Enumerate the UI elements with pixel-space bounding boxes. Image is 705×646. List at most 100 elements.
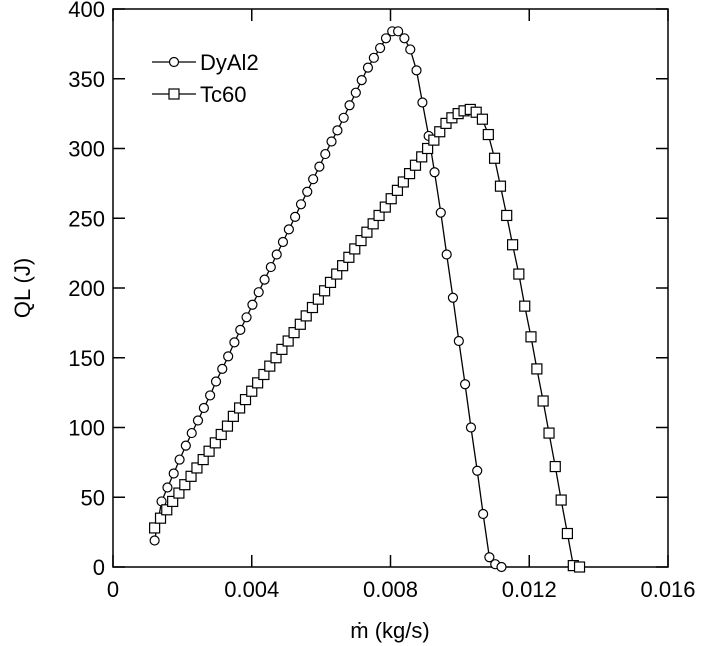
data-point — [331, 268, 343, 280]
data-point — [519, 300, 531, 312]
series-tc60 — [149, 103, 586, 573]
data-point — [312, 293, 324, 305]
data-point — [385, 193, 397, 205]
y-tick-label: 50 — [81, 485, 105, 510]
data-point — [174, 454, 185, 465]
data-point — [496, 561, 507, 573]
data-point — [380, 33, 392, 44]
data-point — [227, 410, 239, 422]
data-point — [332, 125, 343, 136]
data-point — [361, 226, 373, 238]
data-point — [210, 376, 222, 387]
data-point — [320, 148, 331, 160]
data-point — [149, 522, 161, 534]
data-point — [191, 462, 203, 474]
data-point — [173, 487, 185, 499]
data-point — [513, 268, 525, 280]
data-point — [264, 360, 276, 372]
data-point — [215, 428, 227, 441]
data-point — [247, 299, 258, 310]
data-point — [179, 479, 191, 491]
data-point — [393, 26, 404, 37]
data-point — [229, 337, 240, 348]
data-point — [205, 390, 216, 401]
data-point — [283, 224, 294, 235]
data-point — [239, 394, 252, 406]
series-line — [154, 108, 580, 568]
data-point — [338, 112, 349, 123]
data-point — [531, 363, 543, 375]
data-point — [300, 310, 312, 322]
data-point — [428, 134, 440, 146]
data-point — [482, 128, 494, 141]
data-point — [167, 495, 179, 508]
data-point — [154, 512, 167, 524]
x-tick-label: 0.016 — [640, 577, 695, 602]
data-point — [478, 508, 489, 520]
data-point — [318, 285, 331, 297]
data-point — [488, 152, 501, 164]
data-point — [192, 415, 204, 426]
data-point — [295, 199, 307, 210]
legend-marker — [168, 88, 180, 100]
data-point — [277, 236, 289, 248]
data-point — [435, 207, 446, 218]
data-point — [476, 113, 489, 125]
data-point — [434, 126, 446, 138]
data-point — [411, 65, 422, 76]
data-point — [234, 402, 246, 414]
x-axis-ticks: 0 0.004 0.008 0.012 0.016 — [107, 9, 696, 602]
data-point — [180, 440, 191, 451]
data-point — [308, 174, 319, 185]
data-point — [409, 159, 422, 171]
y-tick-label: 100 — [68, 416, 105, 441]
data-point — [362, 62, 374, 73]
data-point — [186, 427, 197, 439]
data-point — [397, 176, 409, 188]
data-point — [258, 368, 270, 381]
data-point — [416, 151, 428, 163]
data-point — [561, 527, 574, 540]
data-point — [549, 460, 561, 473]
data-point — [391, 184, 404, 196]
legend-label: Tc60 — [200, 82, 246, 107]
data-point — [223, 351, 234, 362]
data-point — [472, 465, 483, 476]
y-tick-label: 200 — [68, 276, 105, 301]
data-point — [573, 561, 586, 573]
data-point — [453, 335, 464, 347]
data-point — [217, 363, 228, 375]
data-point — [326, 136, 337, 147]
y-tick-label: 150 — [68, 346, 105, 371]
data-point — [276, 343, 288, 355]
data-point — [253, 287, 264, 298]
data-point — [484, 552, 495, 563]
data-point — [543, 427, 555, 439]
data-point — [324, 276, 337, 289]
data-point — [355, 234, 367, 247]
data-point — [162, 482, 173, 493]
data-point — [282, 335, 294, 347]
legend-marker — [168, 56, 180, 68]
data-point — [235, 324, 246, 335]
data-point — [246, 385, 258, 397]
series-layer — [149, 26, 586, 573]
data-point — [441, 249, 452, 260]
data-point — [470, 106, 482, 118]
y-tick-label: 350 — [68, 67, 105, 92]
data-point — [447, 292, 459, 303]
data-point — [337, 260, 349, 272]
data-point — [422, 142, 434, 155]
x-tick-label: 0.008 — [363, 577, 418, 602]
y-tick-label: 0 — [93, 555, 105, 580]
data-point — [302, 186, 313, 197]
data-point — [501, 209, 513, 222]
data-point — [465, 422, 477, 433]
data-point — [374, 42, 386, 54]
y-tick-label: 250 — [68, 206, 105, 231]
data-point — [379, 201, 391, 213]
x-tick-label: 0.012 — [502, 577, 557, 602]
data-point — [288, 327, 300, 339]
data-point — [203, 445, 215, 457]
